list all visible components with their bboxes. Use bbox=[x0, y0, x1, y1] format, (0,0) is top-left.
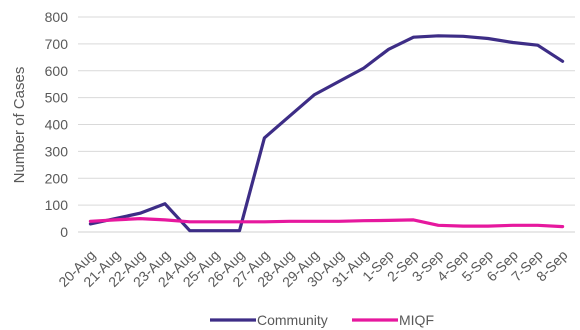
y-tick-label: 300 bbox=[45, 143, 69, 159]
y-tick-label: 0 bbox=[60, 224, 68, 240]
y-tick-label: 100 bbox=[45, 197, 69, 213]
legend-label-miqf: MIQF bbox=[399, 312, 434, 328]
y-tick-label: 500 bbox=[45, 90, 69, 106]
gridlines bbox=[78, 16, 575, 233]
series-line-miqf bbox=[88, 217, 565, 229]
y-tick-label: 400 bbox=[45, 117, 69, 133]
series-line-community bbox=[88, 34, 565, 233]
legend-label-community: Community bbox=[257, 312, 328, 328]
legend: Community MIQF bbox=[210, 312, 434, 328]
y-axis-ticks: 0 100 200 300 400 500 600 700 800 bbox=[45, 9, 69, 240]
x-axis-ticks: 20-Aug21-Aug22-Aug23-Aug24-Aug25-Aug26-A… bbox=[55, 247, 571, 290]
y-axis-title: Number of Cases bbox=[11, 67, 28, 184]
y-tick-label: 700 bbox=[45, 36, 69, 52]
y-tick-label: 200 bbox=[45, 170, 69, 186]
y-tick-label: 600 bbox=[45, 63, 69, 79]
y-tick-label: 800 bbox=[45, 9, 69, 25]
series-lines bbox=[88, 34, 565, 233]
